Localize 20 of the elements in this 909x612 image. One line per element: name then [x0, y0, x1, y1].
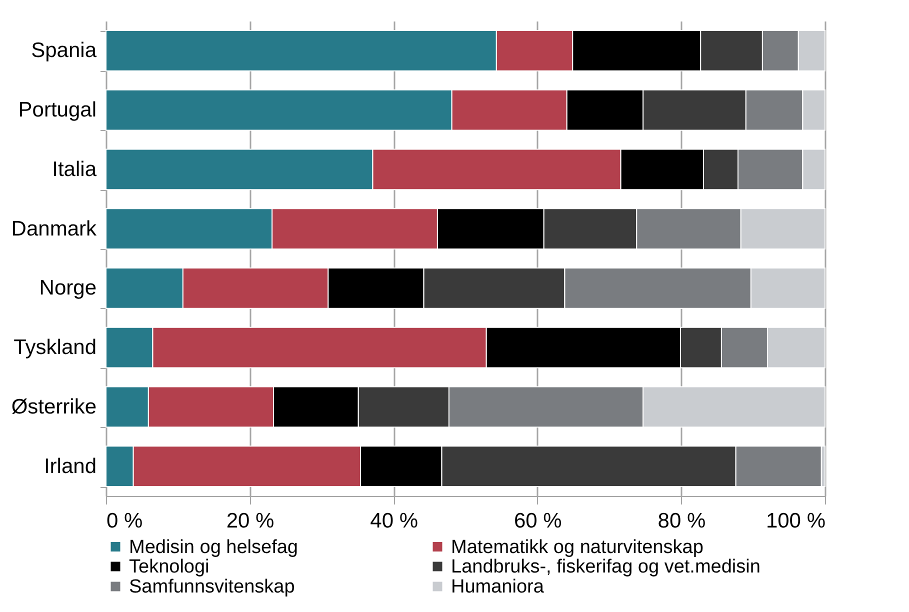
x-tick-label: 40 %	[370, 510, 418, 532]
y-tick-label: Danmark	[11, 217, 97, 240]
legend-label: Medisin og helsefag	[129, 536, 298, 558]
legend-label: Matematikk og naturvitenskap	[451, 536, 704, 558]
legend-label: Teknologi	[129, 556, 210, 578]
x-tick-label: 80 %	[658, 510, 706, 532]
y-tick-label: Italia	[52, 158, 97, 181]
y-tick-label: Norge	[39, 276, 96, 300]
y-tick-label: Portugal	[18, 98, 96, 122]
legend-label: Humaniora	[451, 576, 544, 598]
x-tick-label: 60 %	[514, 510, 562, 532]
x-tick-label: 100 %	[766, 510, 826, 532]
y-tick-label: Østerrike	[11, 395, 96, 418]
x-tick-label: 0 %	[106, 510, 143, 532]
y-tick-label: Irland	[44, 454, 96, 478]
y-tick-label: Spania	[31, 39, 97, 62]
legend-label: Landbruks-, fiskerifag og vet.medisin	[451, 556, 760, 578]
legend-label: Samfunnsvitenskap	[129, 576, 295, 598]
y-tick-label: Tyskland	[14, 336, 96, 360]
x-tick-label: 20 %	[226, 510, 274, 532]
